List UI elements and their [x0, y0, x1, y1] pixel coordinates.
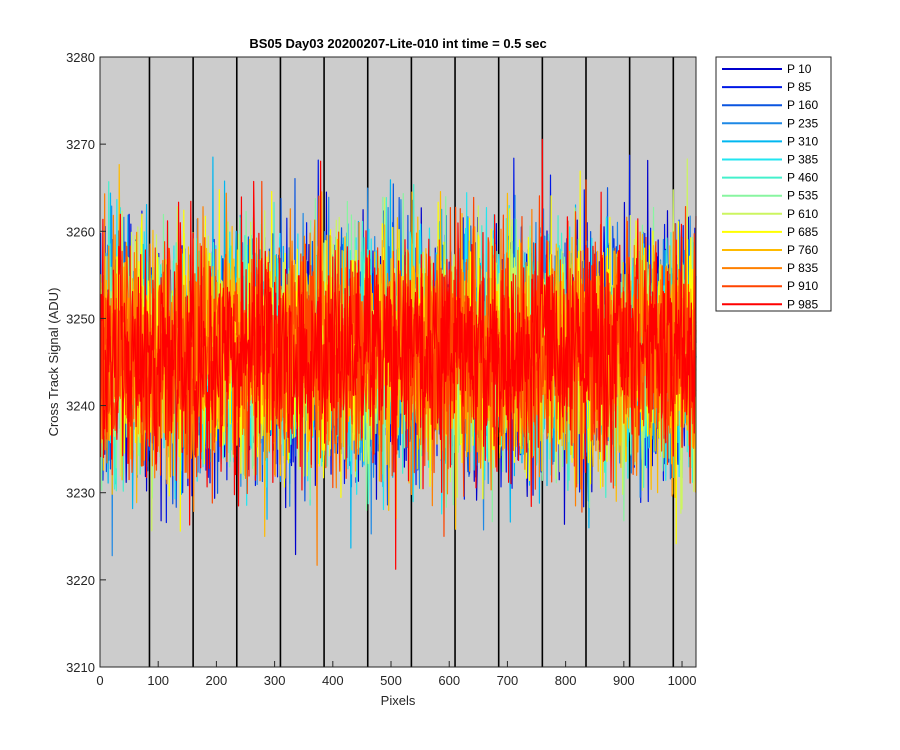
x-axis-ticks: 0 100 200 300 400 500 600 700 800 900 1000: [96, 661, 696, 688]
x-tick-label-4: 400: [322, 673, 344, 688]
y-tick-label-3: 3240: [66, 399, 95, 414]
y-tick-label-1: 3220: [66, 573, 95, 588]
legend-label-10: P 760: [787, 243, 818, 257]
legend-label-13: P 985: [787, 297, 818, 311]
y-tick-label-0: 3210: [66, 660, 95, 675]
x-tick-label-0: 0: [96, 673, 103, 688]
y-tick-label-6: 3270: [66, 137, 95, 152]
legend-label-6: P 460: [787, 171, 818, 185]
y-tick-label-4: 3250: [66, 311, 95, 326]
plot-frame: [99, 56, 697, 668]
legend-label-11: P 835: [787, 261, 818, 275]
series-lines: [99, 138, 697, 570]
x-tick-label-8: 800: [555, 673, 577, 688]
chart-title: BS05 Day03 20200207-Lite-010 int time = …: [249, 36, 546, 51]
x-tick-label-6: 600: [438, 673, 460, 688]
y-tick-label-7: 3280: [66, 50, 95, 65]
x-tick-label-3: 300: [264, 673, 286, 688]
x-tick-label-7: 700: [497, 673, 519, 688]
legend-label-1: P 85: [787, 80, 812, 94]
legend-label-7: P 535: [787, 189, 818, 203]
legend-label-0: P 10: [787, 62, 812, 76]
x-tick-label-9: 900: [613, 673, 635, 688]
legend-label-8: P 610: [787, 207, 818, 221]
y-axis-label: Cross Track Signal (ADU): [46, 288, 61, 437]
legend-label-5: P 385: [787, 153, 818, 167]
y-tick-label-5: 3260: [66, 224, 95, 239]
legend: P 10 P 85 P 160 P 235 P 310 P 385 P 460 P 535 P …: [715, 56, 832, 312]
x-tick-label-10: 1000: [668, 673, 697, 688]
x-tick-label-5: 500: [380, 673, 402, 688]
x-axis-label: Pixels: [381, 693, 416, 708]
series-line-p985: [99, 138, 697, 570]
x-tick-label-1: 100: [147, 673, 169, 688]
legend-label-2: P 160: [787, 98, 818, 112]
y-axis-ticks: 3210 3220 3230 3240 3250 3260 3270 3280: [66, 50, 106, 675]
x-tick-label-2: 200: [206, 673, 228, 688]
legend-label-9: P 685: [787, 225, 818, 239]
y-tick-label-2: 3230: [66, 486, 95, 501]
legend-label-12: P 910: [787, 279, 818, 293]
legend-label-3: P 235: [787, 116, 818, 130]
legend-label-4: P 310: [787, 134, 818, 148]
